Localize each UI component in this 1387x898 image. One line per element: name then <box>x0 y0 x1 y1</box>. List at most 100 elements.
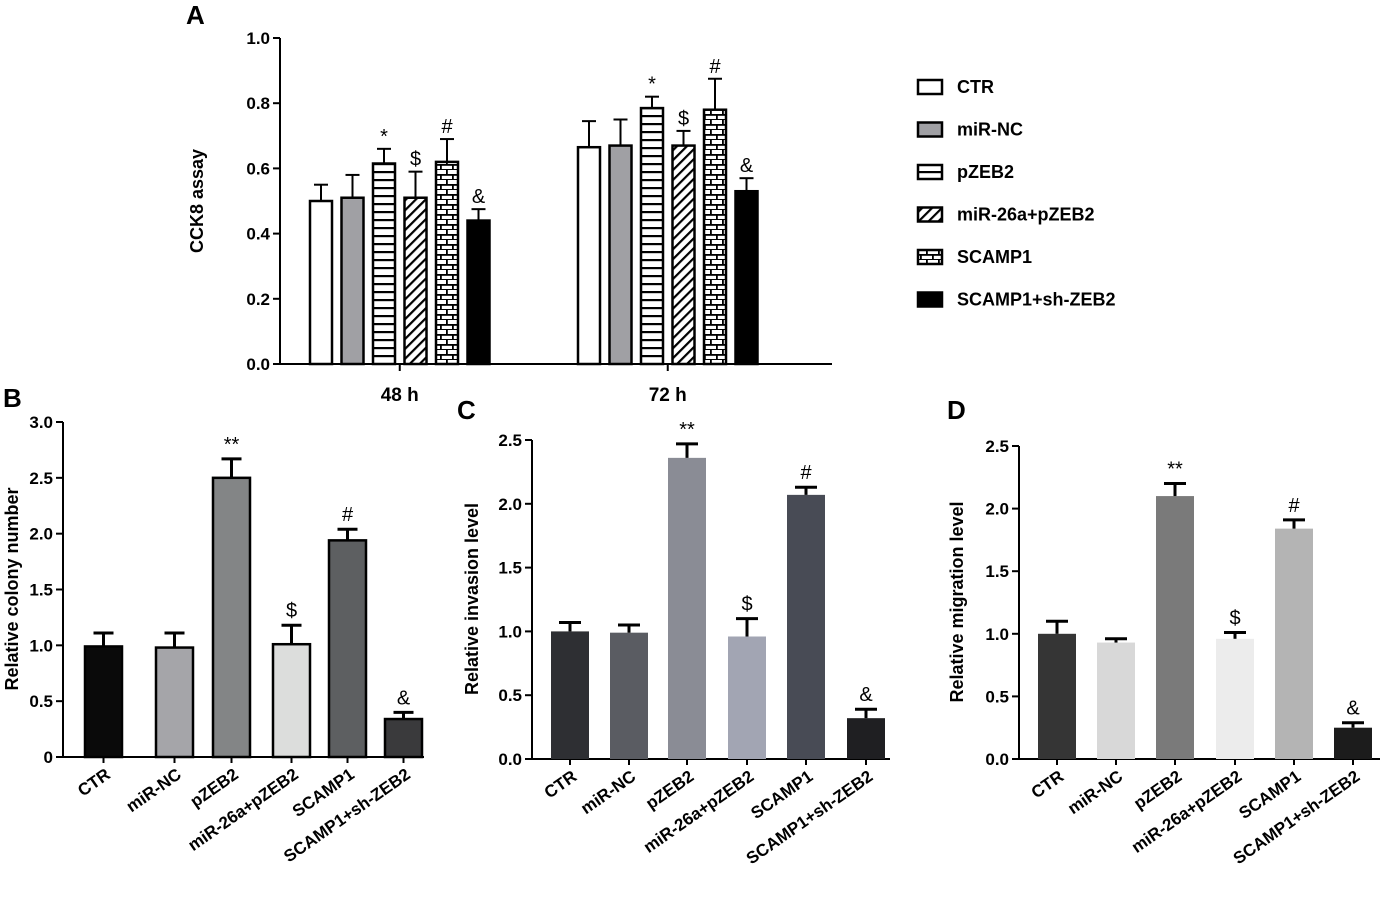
panel-c-bars: CTRmiR-NC**pZEB2$miR-26a+pZEB2#SCAMP1&SC… <box>541 419 885 868</box>
x-category-label-mir-nc: miR-NC <box>577 767 639 818</box>
bar-scamp1-48-h <box>434 160 460 366</box>
bar-scamp1 <box>1275 528 1313 759</box>
legend-swatch-mir-26a-pzeb2 <box>916 206 944 223</box>
bar-pzeb2 <box>1156 496 1194 759</box>
y-tick-label: 2.5 <box>985 437 1009 456</box>
x-category-label-mir-nc: miR-NC <box>1064 767 1126 818</box>
bar-ctr-72-h <box>576 145 602 366</box>
legend-swatch-scamp1-sh-zeb2 <box>916 291 944 308</box>
panel-b-bars: CTR miR-NC**pZEB2$miR-26a+pZEB2#SCAMP1&SC… <box>74 434 424 866</box>
x-category-label-mir-nc: miR-NC <box>123 765 185 816</box>
bar-pzeb2-72-h <box>639 106 665 366</box>
bar-mir-nc <box>1097 642 1135 759</box>
bar-mir-nc <box>154 646 195 759</box>
significance-label: & <box>859 684 873 706</box>
panel-letter-a: A <box>186 0 205 30</box>
bar-pzeb2-48-h <box>371 162 397 366</box>
bar-mir-26a-pzeb2-48-h <box>403 196 428 366</box>
panel-letter-d: D <box>947 395 966 425</box>
panel-letter-b: B <box>3 383 22 413</box>
legend-swatch-pzeb2 <box>916 163 944 181</box>
x-group-label-48-h: 48 h <box>381 385 419 406</box>
x-category-label-mir-26a-pzeb2: miR-26a+pZEB2 <box>640 767 757 857</box>
significance-label: # <box>1288 495 1300 517</box>
y-axis-title: Relative colony number <box>2 487 22 690</box>
bar-scamp1 <box>787 494 825 759</box>
bar-mir-26a-pzeb2-72-h <box>671 144 696 366</box>
bar-scamp1-sh-zeb2 <box>383 717 424 759</box>
bar-pzeb2 <box>668 457 706 759</box>
y-tick-label: 2.0 <box>985 500 1009 519</box>
bar-mir-nc <box>610 632 648 759</box>
y-tick-label: 0.0 <box>985 750 1009 769</box>
x-category-label-ctr: CTR <box>74 765 114 801</box>
y-tick-label: 0.6 <box>246 159 270 178</box>
y-axis-title: Relative invasion level <box>462 503 482 695</box>
bar-mir-nc-48-h <box>340 196 365 366</box>
bar-ctr <box>83 645 124 759</box>
panel-a-bars: * $ # & 48 h * $ # & 72 h <box>308 56 759 406</box>
significance-label: $ <box>1229 608 1240 630</box>
y-tick-label: 2.0 <box>498 495 522 514</box>
significance-label: & <box>397 687 411 709</box>
significance-label: * <box>648 74 656 96</box>
y-tick-label: 0.0 <box>246 355 270 374</box>
y-tick-label: 1.5 <box>985 562 1009 581</box>
significance-label: $ <box>286 600 297 622</box>
y-tick-label: 1.5 <box>498 559 522 578</box>
y-tick-label: 0.5 <box>498 686 522 705</box>
x-category-label-mir-26a-pzeb2: miR-26a+pZEB2 <box>184 765 301 855</box>
y-tick-label: 1.0 <box>246 29 270 48</box>
bar-ctr <box>1038 633 1076 759</box>
y-tick-label: 1.0 <box>498 622 522 641</box>
bar-scamp1-sh-zeb2-72-h <box>734 189 759 366</box>
y-tick-label: 0.5 <box>29 692 53 711</box>
legend-label-scamp1-sh-zeb2: SCAMP1+sh-ZEB2 <box>957 290 1116 310</box>
legend-label-mir-nc: miR-NC <box>957 120 1023 140</box>
legend-label-ctr: CTR <box>957 77 994 97</box>
legend-label-pzeb2: pZEB2 <box>957 162 1014 182</box>
panel-c-axes: 0.0 0.5 1.0 1.5 2.0 2.5 Relative invasion leve… <box>457 395 890 769</box>
bar-pzeb2 <box>211 476 252 759</box>
y-tick-label: 0.0 <box>498 750 522 769</box>
y-tick-label: 2.5 <box>29 469 53 488</box>
y-axis-title: CCK8 assay <box>187 149 207 253</box>
significance-label: & <box>472 186 486 208</box>
bar-scamp1-sh-zeb2-48-h <box>466 219 491 366</box>
y-tick-label: 0.8 <box>246 94 270 113</box>
x-category-label-ctr: CTR <box>1028 767 1068 803</box>
x-category-label-ctr: CTR <box>541 767 581 803</box>
significance-label: # <box>800 462 812 484</box>
bar-scamp1 <box>327 539 368 759</box>
bar-ctr <box>551 631 589 759</box>
legend-label-mir-26a-pzeb2: miR-26a+pZEB2 <box>957 205 1095 225</box>
legend-swatch-scamp1 <box>916 248 944 266</box>
legend-swatch-ctr <box>916 78 944 96</box>
y-tick-label: 0.2 <box>246 290 270 309</box>
significance-label: ** <box>1167 459 1183 481</box>
bar-scamp1-72-h <box>702 108 728 366</box>
x-category-label-mir-26a-pzeb2: miR-26a+pZEB2 <box>1128 767 1245 857</box>
significance-label: # <box>441 116 453 138</box>
significance-label: # <box>342 504 354 526</box>
y-axis-title: Relative migration level <box>947 501 967 702</box>
significance-label: ** <box>224 434 240 456</box>
significance-label: # <box>709 56 721 78</box>
panel-letter-c: C <box>457 395 476 425</box>
y-tick-label: 3.0 <box>29 413 53 432</box>
y-tick-label: 2.0 <box>29 525 53 544</box>
bar-mir-26a-pzeb2 <box>728 636 766 759</box>
y-tick-label: 1.0 <box>985 625 1009 644</box>
bar-scamp1-sh-zeb2 <box>1334 727 1372 759</box>
bar-mir-26a-pzeb2 <box>1216 638 1254 759</box>
bar-scamp1-sh-zeb2 <box>847 718 885 759</box>
legend-swatch-mir-nc <box>916 121 944 138</box>
significance-label: * <box>380 126 388 148</box>
legend-label-scamp1: SCAMP1 <box>957 247 1032 267</box>
y-tick-label: 1.5 <box>29 581 53 600</box>
significance-label: $ <box>410 149 421 171</box>
bar-ctr-48-h <box>308 199 334 366</box>
legend: CTR miR-NC pZEB2 miR-26a+pZEB2 SCAMP1 SCAMP1+… <box>916 77 1116 310</box>
panel-d-axes: 0.0 0.5 1.0 1.5 2.0 2.5 Relative migration lev… <box>947 395 1380 769</box>
